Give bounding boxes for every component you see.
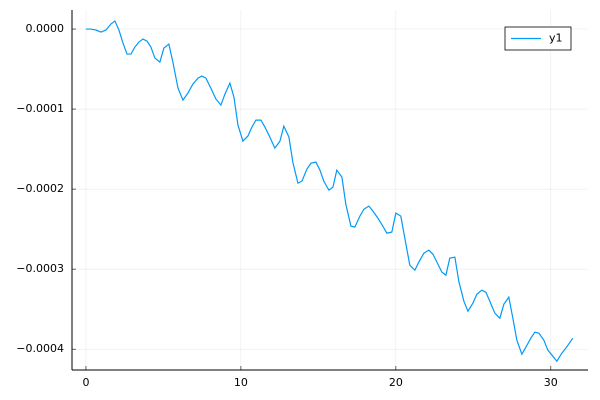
y-tick-label: −0.0001 — [16, 102, 64, 115]
x-tick-label: 30 — [544, 376, 558, 389]
y-tick-label: 0.0000 — [26, 22, 65, 35]
x-tick-label: 10 — [234, 376, 248, 389]
y-tick-label: −0.0004 — [16, 342, 64, 355]
data-line — [85, 20, 574, 363]
x-tick-label: 0 — [82, 376, 89, 389]
y-tick-label: −0.0003 — [16, 262, 64, 275]
legend-label: y1 — [549, 32, 563, 45]
y-tick-label: −0.0002 — [16, 182, 64, 195]
x-tick-label: 20 — [389, 376, 403, 389]
